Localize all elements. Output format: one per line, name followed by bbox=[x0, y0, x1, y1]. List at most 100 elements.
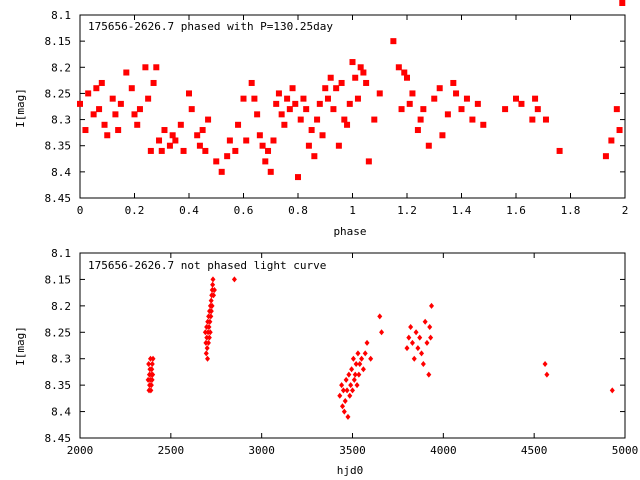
data-point bbox=[210, 276, 216, 283]
data-point bbox=[207, 329, 213, 336]
data-point bbox=[267, 168, 274, 175]
data-point bbox=[424, 339, 430, 346]
data-point bbox=[349, 59, 356, 66]
data-point bbox=[265, 147, 272, 154]
data-point bbox=[136, 106, 143, 113]
data-point bbox=[295, 174, 301, 181]
data-point bbox=[346, 100, 353, 107]
data-point bbox=[324, 95, 331, 102]
data-point bbox=[158, 147, 165, 154]
phased-plot-x-tick-label: 0.2 bbox=[125, 204, 145, 217]
data-point bbox=[426, 371, 432, 378]
data-point bbox=[213, 158, 220, 165]
unphased-plot-y-axis-title: I[mag] bbox=[14, 326, 27, 366]
data-point bbox=[340, 387, 346, 394]
data-point bbox=[204, 345, 210, 352]
data-point bbox=[357, 64, 364, 71]
data-point bbox=[149, 376, 155, 383]
data-point bbox=[360, 366, 366, 373]
data-point bbox=[414, 127, 421, 134]
data-point bbox=[177, 121, 184, 128]
phased-plot-y-tick-label: 8.4 bbox=[51, 166, 71, 179]
data-point bbox=[353, 361, 359, 367]
data-point bbox=[404, 74, 410, 81]
data-point bbox=[150, 371, 156, 378]
data-point bbox=[534, 106, 541, 113]
data-point bbox=[297, 116, 304, 123]
data-point bbox=[98, 79, 105, 86]
data-point bbox=[463, 95, 470, 102]
data-point bbox=[194, 132, 201, 139]
data-point bbox=[131, 111, 138, 118]
data-point bbox=[342, 398, 348, 404]
data-point bbox=[203, 350, 209, 357]
data-point bbox=[224, 153, 231, 160]
data-point bbox=[322, 85, 329, 92]
data-point bbox=[431, 95, 438, 102]
data-point bbox=[166, 142, 173, 149]
data-point bbox=[85, 90, 92, 97]
unphased-plot-x-tick-label: 4500 bbox=[521, 444, 548, 457]
data-point bbox=[544, 371, 550, 378]
data-point bbox=[343, 376, 349, 383]
phased-plot-x-tick-label: 1 bbox=[349, 204, 356, 217]
data-point bbox=[529, 116, 536, 123]
data-point bbox=[205, 116, 212, 123]
data-point bbox=[480, 121, 487, 128]
phased-plot-title: 175656-2626.7 phased with P=130.25day bbox=[88, 20, 333, 33]
phased-plot-y-tick-label: 8.2 bbox=[51, 61, 71, 74]
unphased-plot-x-tick-label: 5000 bbox=[612, 444, 639, 457]
data-point bbox=[429, 302, 435, 309]
phased-plot-x-tick-label: 1.6 bbox=[506, 204, 526, 217]
data-point bbox=[365, 158, 372, 165]
phased-plot-y-tick-label: 8.35 bbox=[45, 140, 72, 153]
data-point bbox=[401, 69, 408, 76]
data-point bbox=[145, 95, 152, 102]
data-point bbox=[112, 111, 119, 118]
data-point bbox=[390, 38, 397, 45]
data-point bbox=[398, 106, 405, 113]
phased-plot-x-tick-label: 0 bbox=[77, 204, 84, 217]
phased-plot-y-axis-title: I[mag] bbox=[14, 88, 27, 128]
data-point bbox=[180, 147, 187, 154]
data-point bbox=[208, 297, 214, 304]
data-point bbox=[273, 100, 280, 107]
data-point bbox=[360, 69, 367, 76]
data-point bbox=[427, 324, 433, 330]
unphased-plot-ticks: 2000 2500 3000 3500 4000 4500 5000 8.1 8.15 8.2 8.… bbox=[45, 247, 639, 457]
data-point bbox=[96, 106, 103, 113]
data-point bbox=[202, 147, 209, 154]
data-point bbox=[413, 329, 419, 336]
data-point bbox=[356, 371, 362, 378]
data-point bbox=[308, 127, 315, 134]
data-point bbox=[149, 366, 155, 373]
data-point bbox=[205, 339, 211, 346]
data-point bbox=[368, 355, 374, 362]
data-point bbox=[341, 116, 348, 123]
phased-plot-ticks: 0 0.2 0.4 0.6 0.8 1 1.2 1.4 1.6 1.8 2 8.1 8.15 8.2 8.2… bbox=[45, 9, 629, 217]
data-point bbox=[362, 350, 368, 357]
unphased-plot-title: 175656-2626.7 not phased light curve bbox=[88, 259, 326, 272]
phased-plot-y-tick-label: 8.3 bbox=[51, 114, 71, 127]
data-point bbox=[619, 0, 626, 6]
data-point bbox=[232, 147, 239, 154]
data-point bbox=[351, 376, 357, 383]
data-point bbox=[123, 69, 130, 76]
data-point bbox=[341, 408, 347, 415]
data-point bbox=[148, 382, 154, 389]
data-point bbox=[453, 90, 460, 97]
data-point bbox=[251, 95, 258, 102]
data-point bbox=[172, 137, 179, 144]
data-point bbox=[458, 106, 465, 113]
data-point bbox=[376, 90, 383, 97]
unphased-plot-x-tick-label: 3500 bbox=[339, 444, 366, 457]
data-point bbox=[146, 361, 152, 367]
data-point bbox=[82, 127, 89, 134]
data-point bbox=[218, 168, 225, 175]
data-point bbox=[188, 106, 195, 113]
data-point bbox=[338, 79, 345, 86]
data-point bbox=[226, 137, 233, 144]
data-point bbox=[206, 324, 212, 330]
data-point bbox=[148, 387, 154, 394]
